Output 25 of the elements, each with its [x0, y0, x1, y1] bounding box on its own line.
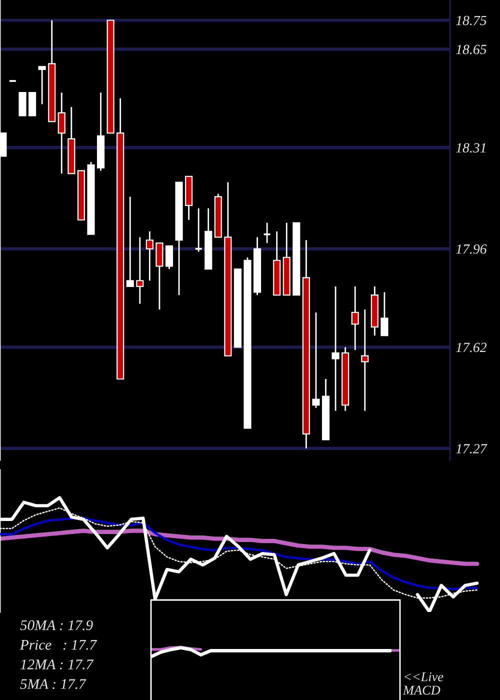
y-tick-label: 17.96 [456, 244, 487, 254]
candlestick [165, 245, 174, 270]
y-tick-label: 18.65 [456, 44, 486, 54]
candlestick [18, 92, 26, 116]
y-tick-label: 18.31 [456, 143, 486, 153]
candlestick [361, 308, 369, 412]
text: 50MA : 17.9 [20, 620, 93, 630]
candlestick [126, 196, 134, 288]
candlestick [312, 312, 320, 409]
text: Price : 17.7 [20, 640, 98, 650]
y-tick-label: 17.62 [456, 342, 486, 352]
candlestick [38, 66, 46, 105]
text: <<Live MACD [402, 672, 444, 695]
text: 12MA : 17.7 [20, 660, 94, 670]
y-tick-label: 18.75 [456, 16, 486, 26]
candlestick [136, 236, 144, 304]
text: 5MA : 17.7 [20, 679, 86, 690]
candlestick [351, 286, 359, 351]
candlestick [380, 292, 388, 336]
y-tick-label: 17.27 [456, 444, 488, 454]
candlestick [28, 92, 36, 116]
candlestick [156, 242, 164, 310]
candlestick [332, 286, 340, 412]
candlestick [146, 230, 154, 282]
candlestick [58, 92, 66, 174]
